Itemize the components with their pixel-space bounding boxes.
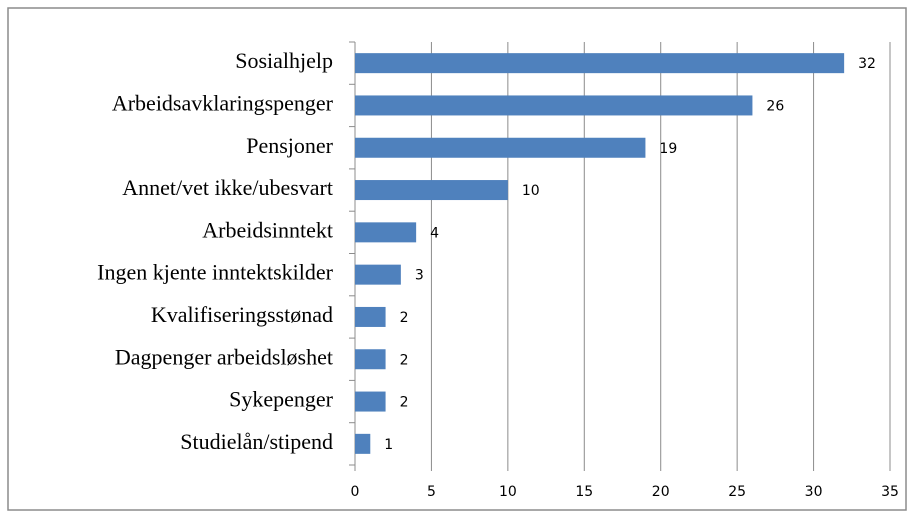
bar (355, 53, 845, 74)
x-tick-label: 10 (499, 484, 517, 500)
y-tick-label: Sykepenger (229, 387, 334, 412)
bar (355, 349, 386, 370)
data-label: 2 (400, 310, 409, 326)
data-label: 4 (430, 225, 439, 241)
bar (355, 222, 417, 243)
bar (355, 264, 401, 285)
bar (355, 306, 386, 327)
data-label: 1 (384, 437, 393, 453)
y-tick-label: Studielån/stipend (180, 429, 333, 454)
x-tick-label: 20 (652, 484, 670, 500)
chart-frame (7, 7, 907, 511)
y-tick-label: Ingen kjente inntektskilder (97, 260, 333, 285)
x-tick-label: 0 (351, 484, 360, 500)
bar (355, 180, 508, 201)
data-label: 3 (415, 268, 424, 284)
y-tick-label: Kvalifiseringsstønad (151, 302, 333, 327)
x-tick-label: 35 (881, 484, 899, 500)
data-label: 26 (766, 98, 784, 114)
y-tick-label: Annet/vet ikke/ubesvart (122, 175, 333, 200)
y-tick-label: Arbeidsavklaringspenger (112, 90, 334, 115)
bar (355, 433, 371, 454)
bar (355, 137, 646, 158)
y-tick-label: Sosialhjelp (235, 48, 333, 73)
x-tick-label: 5 (427, 484, 436, 500)
y-tick-label: Dagpenger arbeidsløshet (115, 344, 333, 369)
bar (355, 391, 386, 412)
data-label: 10 (522, 183, 540, 199)
x-tick-label: 15 (575, 484, 593, 500)
x-tick-label: 25 (728, 484, 746, 500)
x-tick-label: 30 (805, 484, 823, 500)
y-tick-label: Arbeidsinntekt (202, 217, 333, 242)
bar (355, 95, 753, 116)
y-tick-label: Pensjoner (246, 133, 333, 158)
data-label: 2 (400, 352, 409, 368)
data-label: 32 (858, 56, 876, 72)
data-label: 19 (659, 141, 677, 157)
data-label: 2 (400, 395, 409, 411)
